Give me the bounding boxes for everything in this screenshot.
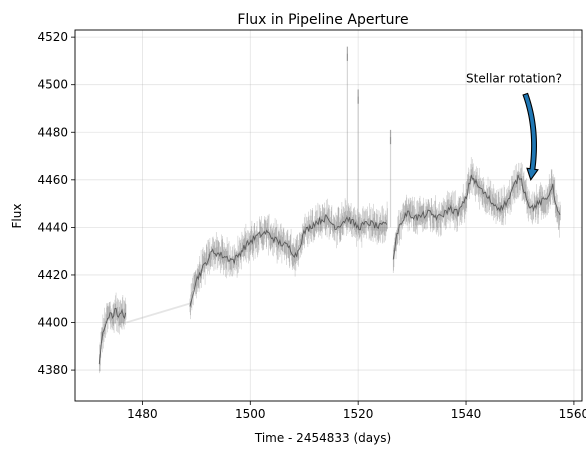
plot-frame <box>74 29 583 402</box>
flux-segment-3 <box>392 157 561 273</box>
flux-segment-2 <box>189 198 388 320</box>
y-tick-label: 4480 <box>37 125 68 139</box>
y-tick-label: 4380 <box>37 363 68 377</box>
x-tick-label: 1480 <box>127 407 158 421</box>
y-tick-label: 4400 <box>37 316 68 330</box>
annotation: Stellar rotation? <box>466 72 562 182</box>
chart-title: Flux in Pipeline Aperture <box>237 12 408 28</box>
y-tick-label: 4520 <box>37 30 68 44</box>
y-tick-label: 4440 <box>37 220 68 234</box>
flux-trace <box>98 307 127 365</box>
x-tick-label: 1560 <box>559 407 586 421</box>
data-series <box>98 46 561 374</box>
flux-trace <box>189 214 388 307</box>
y-tick-label: 4500 <box>37 78 68 92</box>
flux-trace <box>392 174 561 260</box>
x-axis-title: Time - 2454833 (days) <box>254 431 391 445</box>
y-tick-label: 4460 <box>37 173 68 187</box>
axes: 1480 1500 1520 1540 1560 4380 4400 4420 4440 4460… <box>37 30 586 421</box>
flux-segment-1 <box>98 292 127 374</box>
x-tick-label: 1500 <box>235 407 266 421</box>
x-tick-label: 1520 <box>343 407 374 421</box>
annotation-arrow <box>522 92 539 182</box>
grid <box>75 30 582 401</box>
x-tick-label: 1540 <box>451 407 482 421</box>
y-tick-label: 4420 <box>37 268 68 282</box>
annotation-text: Stellar rotation? <box>466 72 562 86</box>
gap-connector <box>125 302 191 324</box>
y-axis-title: Flux <box>10 204 24 229</box>
